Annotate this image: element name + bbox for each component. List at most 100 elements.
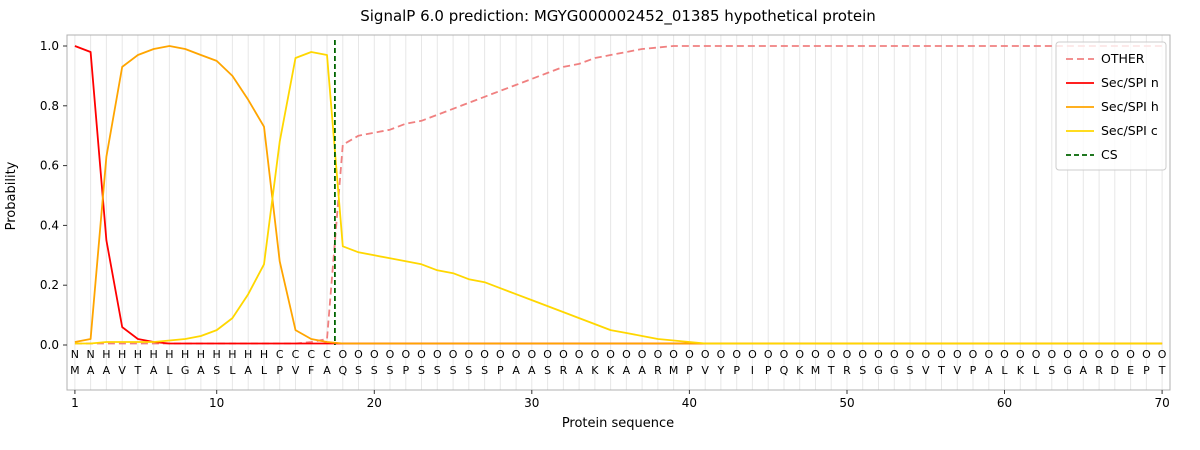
residue-region-label: H: [150, 348, 158, 361]
residue-region-label: O: [433, 348, 442, 361]
residue-region-label: H: [181, 348, 189, 361]
residue-letter: P: [686, 364, 693, 377]
residue-letter: S: [907, 364, 914, 377]
residue-region-label: O: [638, 348, 647, 361]
residue-letter: A: [1080, 364, 1088, 377]
residue-letter: S: [355, 364, 362, 377]
residue-letter: S: [213, 364, 220, 377]
residue-region-label: O: [591, 348, 600, 361]
residue-letter: M: [669, 364, 679, 377]
y-tick-label: 0.0: [40, 338, 59, 352]
residue-region-label: O: [1142, 348, 1151, 361]
residue-letter: A: [87, 364, 95, 377]
residue-region-label: O: [843, 348, 852, 361]
residue-letter: L: [166, 364, 173, 377]
residue-letter: V: [954, 364, 962, 377]
residue-region-label: H: [244, 348, 252, 361]
residue-region-label: O: [953, 348, 962, 361]
residue-region-label: O: [1158, 348, 1167, 361]
residue-region-label: H: [118, 348, 126, 361]
residue-region-label: O: [811, 348, 820, 361]
y-tick-label: 0.2: [40, 278, 59, 292]
residue-region-label: O: [1095, 348, 1104, 361]
residue-letter: M: [811, 364, 821, 377]
residue-letter: G: [1063, 364, 1072, 377]
x-tick-label: 60: [997, 396, 1012, 410]
x-tick-label: 1: [71, 396, 79, 410]
residue-region-label: O: [543, 348, 552, 361]
residue-letter: P: [733, 364, 740, 377]
residue-letter: A: [244, 364, 252, 377]
residue-region-label: O: [984, 348, 993, 361]
residue-letter: K: [607, 364, 615, 377]
y-tick-label: 1.0: [40, 39, 59, 53]
residue-region-label: H: [260, 348, 268, 361]
series-line-sec-spi-c: [74, 51, 1163, 345]
residue-letter: A: [623, 364, 631, 377]
residue-region-label: C: [323, 348, 331, 361]
residue-region-label: O: [969, 348, 978, 361]
residue-letter: S: [465, 364, 472, 377]
residue-letter: R: [654, 364, 662, 377]
legend-label: CS: [1101, 147, 1118, 162]
plot-border-rect: [66, 34, 1171, 391]
x-tick-label: 70: [1154, 396, 1169, 410]
x-tick-label: 40: [682, 396, 697, 410]
residue-letter: A: [197, 364, 205, 377]
residue-region-label: O: [1126, 348, 1135, 361]
residue-letter: A: [512, 364, 520, 377]
x-tick-label: 50: [839, 396, 854, 410]
residue-region-label: O: [921, 348, 930, 361]
residue-letter: S: [544, 364, 551, 377]
residue-letter: I: [751, 364, 754, 377]
residue-region-label: O: [1000, 348, 1009, 361]
x-tick-label: 20: [367, 396, 382, 410]
residue-region-label: N: [86, 348, 94, 361]
residue-letter: P: [497, 364, 504, 377]
residue-region-label: C: [276, 348, 284, 361]
residue-region-label: O: [685, 348, 694, 361]
residue-region-label: O: [575, 348, 584, 361]
residue-region-label: O: [874, 348, 883, 361]
residue-region-label: O: [669, 348, 678, 361]
residue-region-label: O: [354, 348, 363, 361]
series-lines: [74, 45, 1163, 345]
residue-region-label: O: [386, 348, 395, 361]
residue-letter: K: [1017, 364, 1025, 377]
residue-letter: A: [103, 364, 111, 377]
residue-region-label: O: [654, 348, 663, 361]
legend-label: Sec/SPI h: [1101, 99, 1159, 114]
residue-region-label: O: [764, 348, 773, 361]
residue-region-label: O: [559, 348, 568, 361]
residue-region-label: O: [401, 348, 410, 361]
residue-letter: D: [1111, 364, 1119, 377]
residue-letter: V: [922, 364, 930, 377]
residue-letter: P: [276, 364, 283, 377]
residue-region-label: O: [1079, 348, 1088, 361]
residue-letter: P: [1143, 364, 1150, 377]
x-axis-label: Protein sequence: [562, 416, 674, 431]
y-tick-label: 0.4: [40, 218, 59, 232]
residue-letter: Q: [338, 364, 347, 377]
residue-letter: R: [843, 364, 851, 377]
residue-region-label: C: [307, 348, 315, 361]
residue-letter: R: [560, 364, 568, 377]
residue-letter: G: [874, 364, 883, 377]
y-axis-label: Probability: [4, 161, 19, 230]
residue-letter: S: [450, 364, 457, 377]
residue-letter: T: [1158, 364, 1166, 377]
residue-letter: G: [890, 364, 899, 377]
residue-region-label: H: [213, 348, 221, 361]
residue-letter: A: [638, 364, 646, 377]
residue-region-label: O: [780, 348, 789, 361]
residue-region-label: O: [338, 348, 347, 361]
residue-region-label: O: [1032, 348, 1041, 361]
residue-letter: A: [985, 364, 993, 377]
residue-region-label: O: [748, 348, 757, 361]
residue-region-label: O: [1016, 348, 1025, 361]
residue-letter: L: [261, 364, 268, 377]
residue-region-label: O: [622, 348, 631, 361]
residue-letter: A: [150, 364, 158, 377]
